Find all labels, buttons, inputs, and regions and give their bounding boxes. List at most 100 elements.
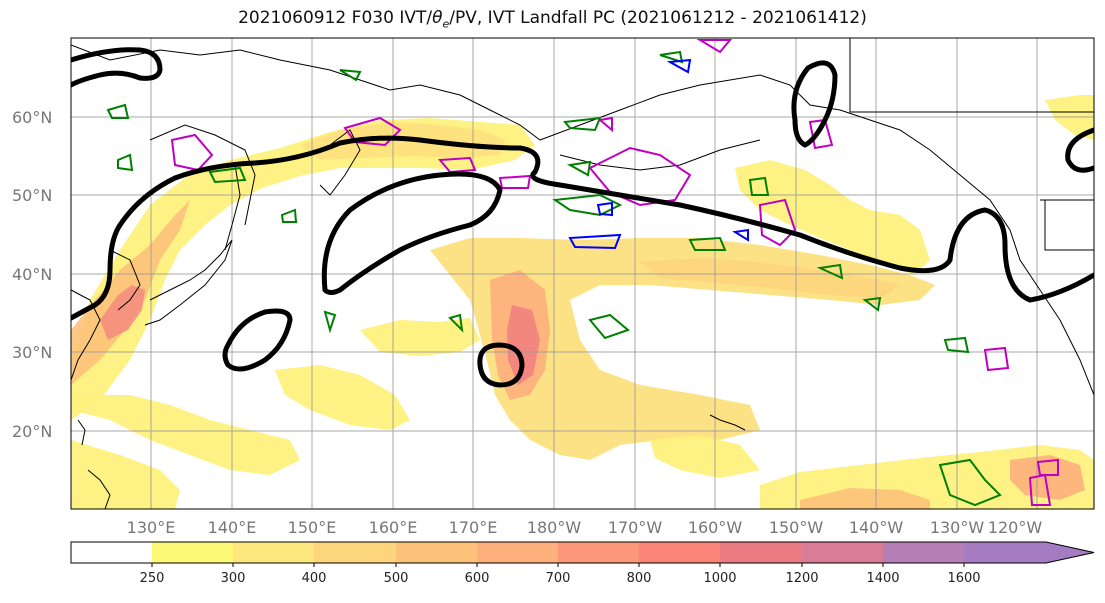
theta-contour-15 bbox=[862, 296, 882, 312]
ivt-region-hawaii bbox=[650, 435, 760, 478]
ivt-shading bbox=[71, 95, 1094, 509]
colorbar-tick-labels: 250 300 400 500 600 700 800 1000 1200 14… bbox=[140, 571, 981, 586]
ivt-landfall-pc-contours bbox=[71, 47, 1094, 388]
coast-taiwan bbox=[77, 419, 86, 446]
colorbar-tick-500: 500 bbox=[384, 571, 409, 586]
ivt-region-gulf-alaska bbox=[735, 160, 930, 275]
lon-label-150e: 150°E bbox=[288, 518, 337, 537]
theta-contour-7 bbox=[552, 193, 623, 217]
lon-label-140e: 140°E bbox=[208, 518, 257, 537]
latitude-labels: 60°N 50°N 40°N 30°N 20°N bbox=[12, 108, 52, 441]
lon-label-180w: 180°W bbox=[527, 518, 582, 537]
coast-kamchatka bbox=[319, 129, 361, 196]
lon-label-170e: 170°E bbox=[449, 518, 498, 537]
colorbar-bin-1 bbox=[152, 542, 233, 563]
lon-label-120w: 120°W bbox=[988, 518, 1043, 537]
coast-korea bbox=[109, 249, 141, 311]
theta-contour-18 bbox=[323, 310, 337, 334]
pv-contour-12 bbox=[1036, 458, 1059, 476]
colorbar-tick-300: 300 bbox=[221, 571, 246, 586]
map-panel bbox=[70, 37, 1095, 510]
colorbar-tick-600: 600 bbox=[465, 571, 490, 586]
title-fields-suffix: /PV, IVT Landfall PC bbox=[449, 8, 615, 28]
colorbar-tick-1200: 1200 bbox=[785, 571, 818, 586]
lat-label-40n: 40°N bbox=[12, 265, 52, 284]
colorbar: 250 300 400 500 600 700 800 1000 1200 14… bbox=[70, 541, 1095, 586]
colorbar-bin-2 bbox=[233, 542, 314, 563]
ivt-region-northeast-band bbox=[640, 258, 900, 298]
theta-contour-11 bbox=[448, 313, 464, 333]
lon-label-170w: 170°W bbox=[608, 518, 663, 537]
theta-contour-16 bbox=[566, 160, 592, 177]
pc-contour-mid-loop bbox=[321, 171, 503, 295]
ivt-region-southeast-core bbox=[800, 488, 930, 509]
coast-okhotsk bbox=[149, 124, 256, 226]
colorbar-bin-4 bbox=[396, 542, 477, 563]
coast-philippines bbox=[87, 469, 111, 509]
pc-contour-east-edge bbox=[1065, 127, 1094, 173]
longitude-labels: 130°E 140°E 150°E 160°E 170°E 180°W 170°… bbox=[127, 518, 1043, 537]
blue-contour-4 bbox=[732, 228, 749, 242]
graticule bbox=[71, 38, 1094, 509]
colorbar-extend-arrow bbox=[964, 542, 1094, 563]
colorbar-bin-0 bbox=[71, 542, 152, 563]
pv-contour-4 bbox=[498, 174, 532, 189]
theta-contour-12 bbox=[938, 458, 1002, 507]
lon-label-160e: 160°E bbox=[369, 518, 418, 537]
blue-contour-2 bbox=[596, 201, 613, 217]
theta-contour-3 bbox=[208, 166, 247, 184]
coast-hawaii bbox=[709, 414, 746, 431]
figure-title: 2021060912 F030 IVT/θe/PV, IVT Landfall … bbox=[0, 8, 1105, 30]
pc-contour-north-arc bbox=[71, 47, 163, 88]
theta-contour-14 bbox=[816, 263, 844, 280]
colorbar-tick-400: 400 bbox=[302, 571, 327, 586]
ivt-region-dateline-max bbox=[507, 305, 540, 385]
ivt-region-west-pacific bbox=[71, 118, 535, 420]
colorbar-bin-5 bbox=[477, 542, 558, 563]
theta-contour-8 bbox=[688, 236, 727, 251]
pc-contour-west-loop bbox=[222, 308, 293, 372]
blue-contours bbox=[568, 58, 749, 250]
lat-label-50n: 50°N bbox=[12, 186, 52, 205]
ivt-region-dateline-plume bbox=[430, 238, 935, 460]
colorbar-tick-800: 800 bbox=[627, 571, 652, 586]
lat-label-60n: 60°N bbox=[12, 108, 52, 127]
pc-contour-main-trough bbox=[71, 135, 1094, 321]
coast-siberia bbox=[71, 44, 541, 141]
lon-label-150w: 150°W bbox=[769, 518, 824, 537]
title-theta-sub: e bbox=[442, 17, 450, 31]
colorbar-tick-1400: 1400 bbox=[866, 571, 899, 586]
pv-contour-6 bbox=[758, 198, 797, 247]
pv-contour-1 bbox=[170, 133, 214, 172]
theta-contour-17 bbox=[659, 50, 684, 64]
colorbar-tick-250: 250 bbox=[140, 571, 165, 586]
theta-e-contours bbox=[106, 50, 1002, 507]
colorbar-tick-1600: 1600 bbox=[947, 571, 980, 586]
colorbar-tick-1000: 1000 bbox=[703, 571, 736, 586]
colorbar-tick-700: 700 bbox=[546, 571, 571, 586]
coast-china bbox=[71, 289, 101, 381]
blue-contour-3 bbox=[666, 58, 692, 74]
colorbar-bin-7 bbox=[639, 542, 720, 563]
coastlines bbox=[71, 38, 1094, 509]
colorbar-outline bbox=[70, 541, 1095, 564]
colorbar-bin-8 bbox=[720, 542, 802, 563]
ivt-region-mid-band bbox=[360, 318, 480, 356]
theta-contour-10 bbox=[588, 313, 630, 340]
ivt-region-south-west bbox=[71, 395, 300, 475]
theta-contour-5 bbox=[339, 69, 362, 82]
theta-contour-13 bbox=[943, 336, 970, 354]
theta-contour-2 bbox=[117, 153, 134, 172]
title-fields-prefix: IVT/ bbox=[399, 8, 433, 28]
pc-contour-ne-loop bbox=[791, 60, 838, 148]
colorbar-bin-6 bbox=[558, 542, 639, 563]
theta-contour-1 bbox=[106, 103, 130, 119]
title-theta: θ bbox=[432, 8, 443, 28]
title-forecast: F030 bbox=[351, 8, 394, 28]
lon-label-130w: 130°W bbox=[930, 518, 985, 537]
pc-contour-dateline-circle bbox=[477, 342, 525, 388]
title-run: 2021060912 bbox=[238, 8, 347, 28]
lon-label-160w: 160°W bbox=[688, 518, 743, 537]
pv-contour-8 bbox=[983, 346, 1010, 372]
